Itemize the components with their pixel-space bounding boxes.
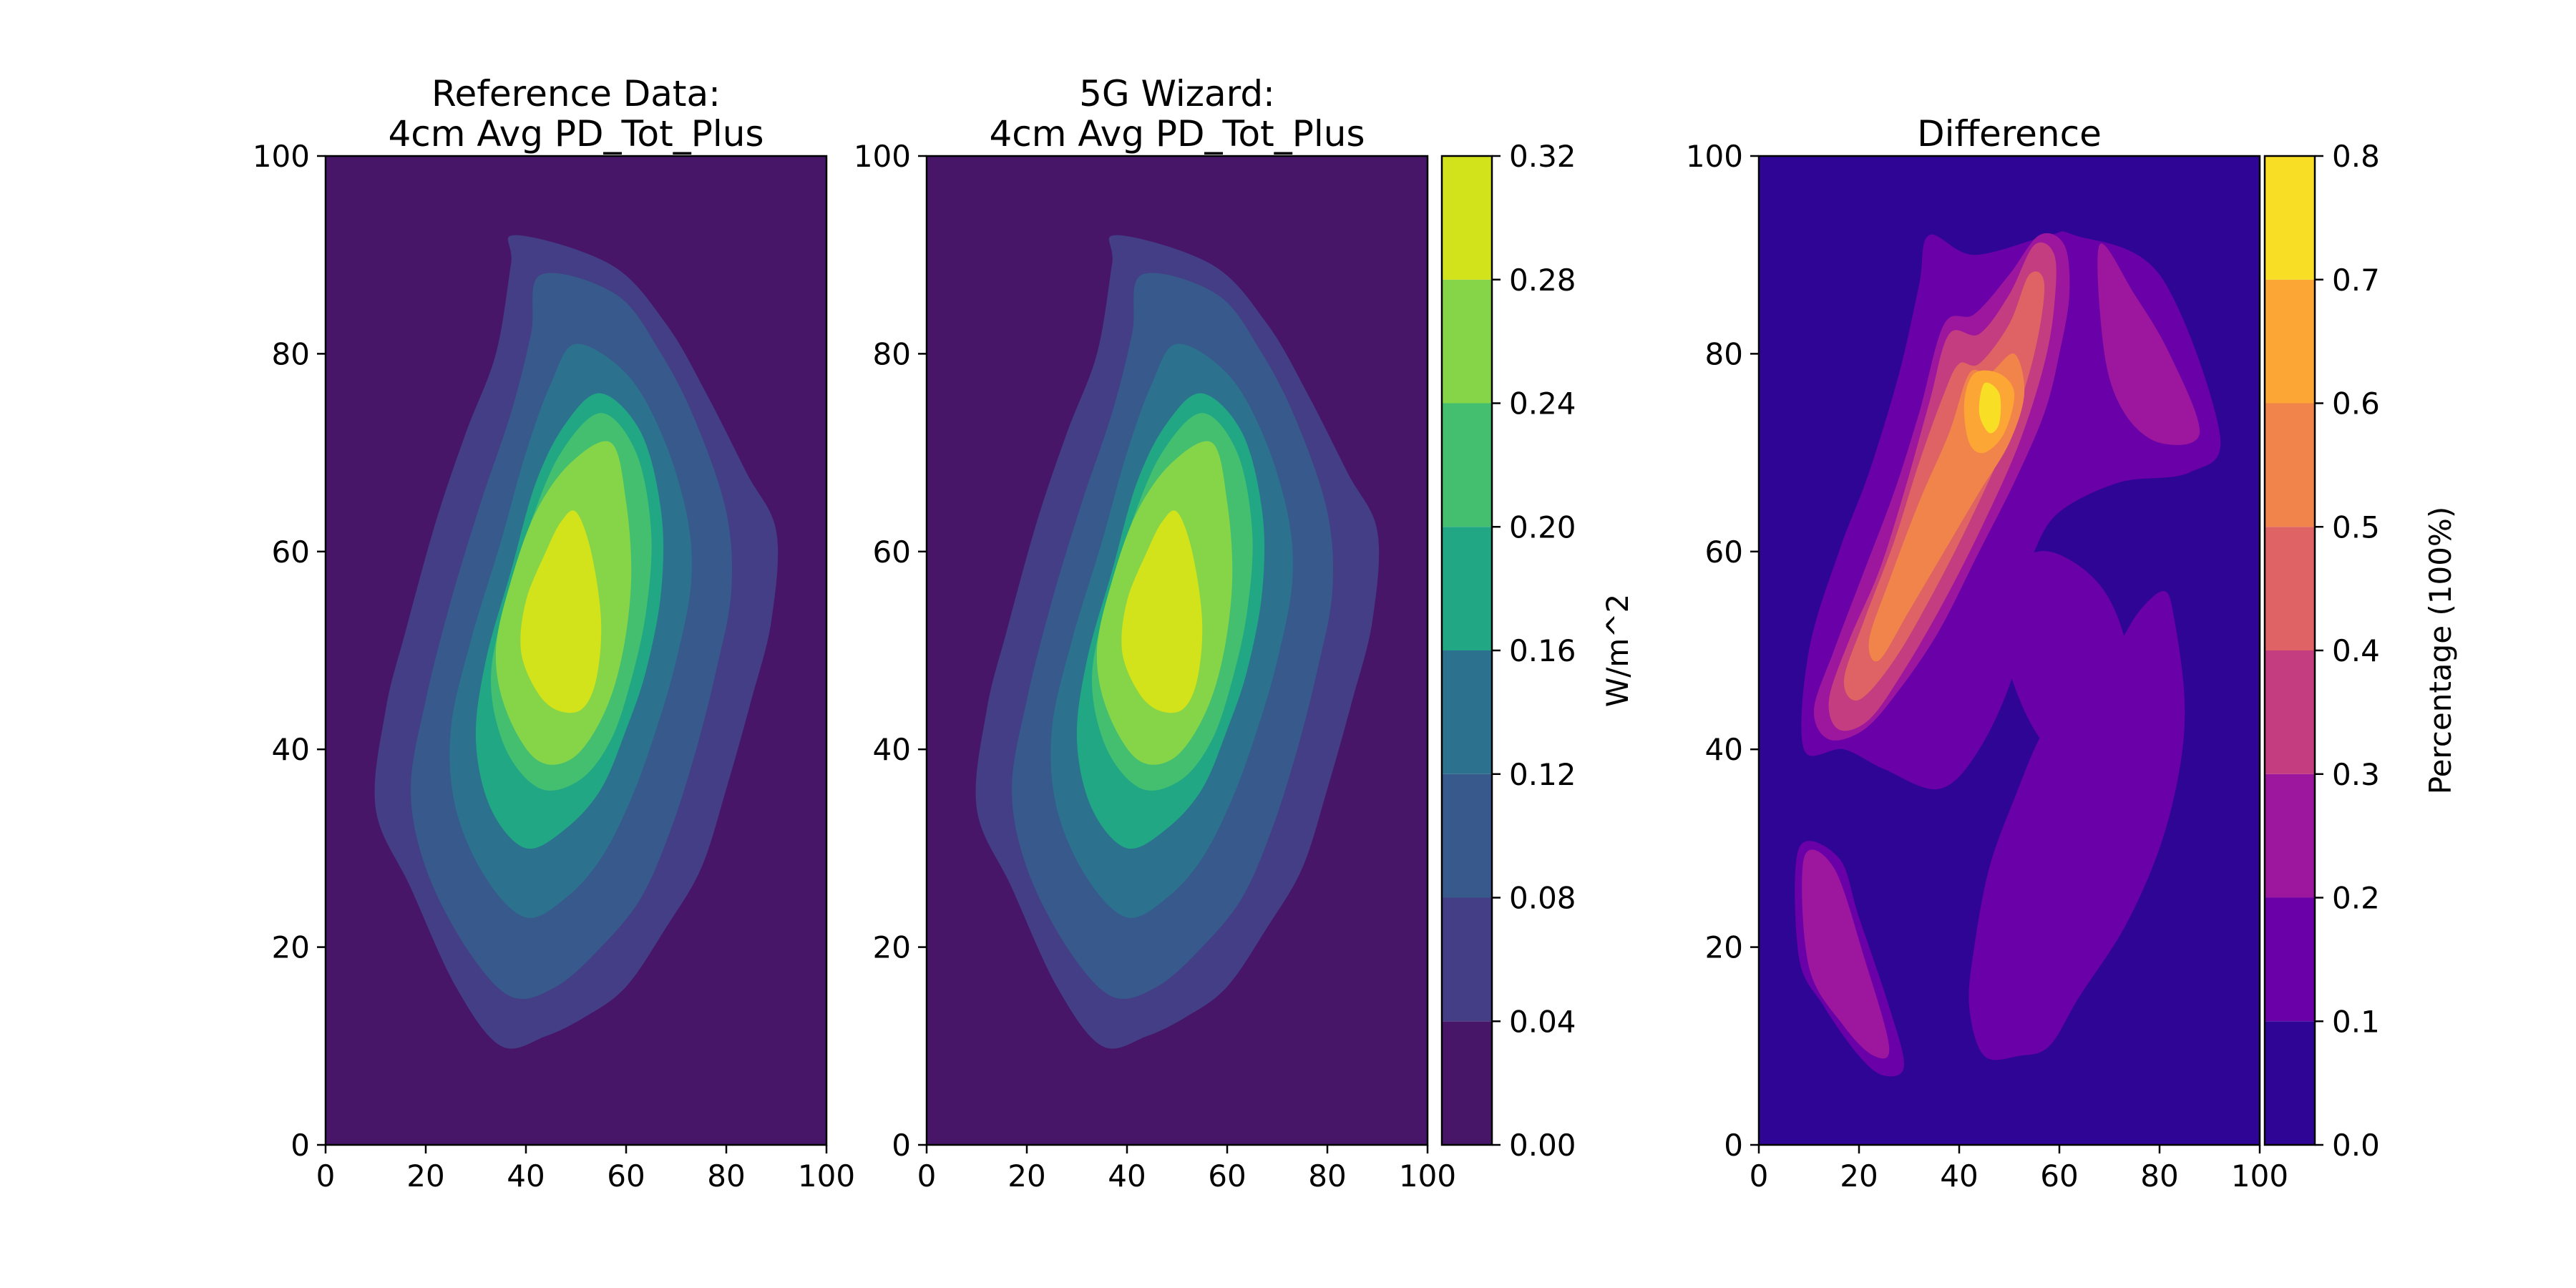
colorbar-label: W/m^2 [1600,594,1635,708]
x-tick-label: 80 [1308,1158,1346,1194]
colorbar-2: 0.0 0.1 0.2 0.3 0.4 0.5 0.6 0.7 0.8 Percentage (1… [2263,139,2458,1163]
y-tick-label: 80 [1705,336,1743,371]
x-tick-label: 80 [2140,1158,2178,1194]
y-tick-label: 0 [892,1128,911,1163]
y-tick-label: 60 [1705,535,1743,570]
contour-region-7 [1802,849,1890,1059]
colorbar-tick-label: 0.8 [2332,139,2380,174]
y-tick-label: 0 [1724,1128,1743,1163]
x-tick-label: 20 [1840,1158,1878,1194]
x-tick-label: 20 [406,1158,444,1194]
panel-1-title: Reference Data: 4cm Avg PD_Tot_Plus [388,73,763,155]
x-tick-label: 0 [917,1158,937,1194]
colorbar-tick-label: 0.20 [1509,509,1576,545]
panel-2: 5G Wizard: 4cm Avg PD_Tot_Plus 0 20 40 60 80 10… [854,73,1456,1194]
colorbar-segment [1442,527,1492,650]
x-tick-label: 60 [2040,1158,2078,1194]
contour-region-7 [520,510,602,713]
y-tick-label: 100 [253,139,310,174]
y-tick-label: 100 [1686,139,1743,174]
colorbar-tick-label: 0.0 [2332,1128,2380,1163]
colorbar-segment [1442,897,1492,1022]
x-tick-label: 100 [1399,1158,1456,1194]
y-tick-label: 100 [854,139,911,174]
y-tick-label: 20 [272,930,310,965]
colorbar-tick-label: 0.04 [1509,1004,1576,1039]
x-tick-label: 0 [316,1158,336,1194]
x-tick-label: 60 [1208,1158,1246,1194]
colorbar-segment [2265,1021,2315,1145]
x-tick-label: 0 [1750,1158,1769,1194]
x-tick-label: 40 [1108,1158,1146,1194]
colorbar-tick-label: 0.6 [2332,386,2380,421]
x-tick-label: 100 [798,1158,855,1194]
colorbar-tick-label: 0.32 [1509,139,1576,174]
colorbar-tick-label: 0.2 [2332,881,2380,916]
panel-3-contours [1795,231,2221,1077]
y-tick-label: 40 [873,732,911,767]
panel-1-contours [374,235,779,1049]
y-tick-label: 80 [873,336,911,371]
colorbar-segment [2265,897,2315,1022]
colorbar-segment [1442,279,1492,404]
x-tick-label: 40 [1940,1158,1978,1194]
colorbar-segment [2265,156,2315,280]
colorbar-segment [2265,774,2315,898]
colorbar-tick-label: 0.12 [1509,757,1576,792]
colorbar-label: Percentage (100%) [2423,507,2458,794]
panel-3: Difference 0 20 40 60 80 100 0 20 40 60 80 100 [1686,113,2288,1194]
colorbar-segment [1442,774,1492,898]
colorbar-tick-label: 0.00 [1509,1128,1576,1163]
x-tick-label: 80 [707,1158,745,1194]
contour-region-6 [2097,243,2200,445]
x-tick-label: 100 [2231,1158,2288,1194]
colorbar-tick-label: 0.5 [2332,509,2380,545]
colorbar-tick-label: 0.3 [2332,757,2380,792]
y-tick-label: 0 [291,1128,310,1163]
colorbar-tick-label: 0.24 [1509,386,1576,421]
colorbar-segment [1442,650,1492,774]
colorbar-segment [2265,527,2315,650]
colorbar-1: 0.00 0.04 0.08 0.12 0.16 0.20 0.24 0.28 0.32 W/m^… [1440,139,1635,1163]
y-tick-label: 40 [1705,732,1743,767]
y-tick-label: 40 [272,732,310,767]
panel-1: Reference Data: 4cm Avg PD_Tot_Plus 0 20 40 6… [253,73,855,1194]
y-tick-label: 20 [1705,930,1743,965]
colorbar-tick-label: 0.7 [2332,263,2380,298]
y-tick-label: 80 [272,336,310,371]
colorbar-tick-label: 0.08 [1509,881,1576,916]
colorbar-tick-label: 0.16 [1509,633,1576,668]
contour-region-12 [1979,382,2001,434]
panel-2-frame [925,155,1429,1146]
colorbar-segment [1442,403,1492,527]
colorbar-segment [1442,1021,1492,1145]
contour-region-3 [1968,590,2185,1060]
panel-3-frame [1757,155,2261,1146]
colorbar-segment [2265,403,2315,527]
y-tick-label: 60 [272,535,310,570]
panel-1-frame [324,155,828,1146]
plots-layer: Reference Data: 4cm Avg PD_Tot_Plus 0 20 40 6… [253,73,2458,1194]
panel-2-title: 5G Wizard: 4cm Avg PD_Tot_Plus [989,73,1365,155]
x-tick-label: 60 [607,1158,645,1194]
colorbar-segment [1442,156,1492,280]
x-tick-label: 40 [507,1158,545,1194]
colorbar-tick-label: 0.4 [2332,633,2380,668]
contour-region-7 [1121,510,1203,713]
colorbar-tick-label: 0.28 [1509,263,1576,298]
x-tick-label: 20 [1008,1158,1045,1194]
colorbar-segment [2265,650,2315,774]
y-tick-label: 20 [873,930,911,965]
panel-3-title: Difference [1917,113,2102,155]
panel-2-contours [975,235,1380,1049]
colorbar-segment [2265,279,2315,404]
y-tick-label: 60 [873,535,911,570]
colorbar-tick-label: 0.1 [2332,1004,2380,1039]
